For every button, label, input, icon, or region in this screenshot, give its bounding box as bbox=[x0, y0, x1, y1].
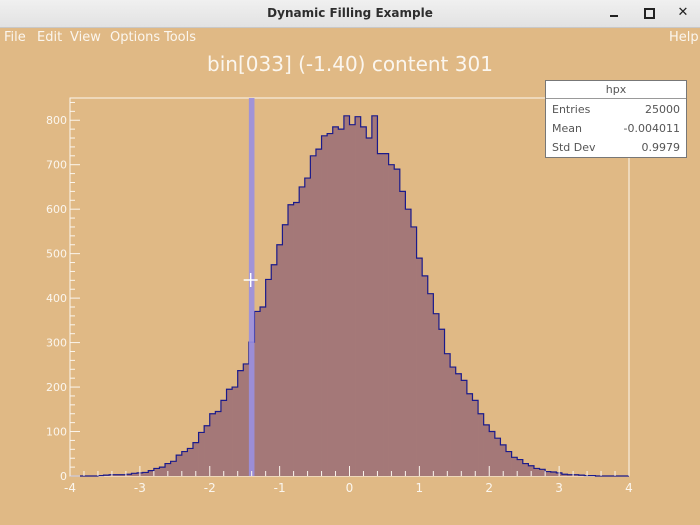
maximize-button[interactable] bbox=[640, 4, 658, 22]
stats-value: 0.9979 bbox=[641, 141, 681, 154]
stats-divider bbox=[546, 98, 686, 99]
close-icon: ✕ bbox=[677, 5, 689, 20]
minimize-icon bbox=[610, 15, 618, 17]
plot-title: bin[033] (-1.40) content 301 bbox=[207, 52, 493, 76]
stats-value: -0.004011 bbox=[623, 122, 680, 135]
close-button[interactable]: ✕ bbox=[674, 4, 692, 22]
stats-label: Mean bbox=[552, 122, 582, 135]
stats-name: hpx bbox=[605, 83, 627, 96]
stats-value: 25000 bbox=[645, 103, 680, 116]
menu-help[interactable]: Help bbox=[669, 30, 699, 45]
stats-box[interactable]: hpx Entries 25000 Mean -0.004011 Std Dev… bbox=[545, 80, 687, 158]
stats-label: Entries bbox=[552, 103, 591, 116]
menu-edit[interactable]: Edit bbox=[37, 30, 63, 45]
menu-tools[interactable]: Tools bbox=[164, 30, 197, 45]
menu-view[interactable]: View bbox=[70, 30, 101, 45]
menu-bar: File Edit View Options Tools Help bbox=[0, 28, 700, 49]
title-bar: Dynamic Filling Example ✕ bbox=[0, 0, 700, 28]
menu-options[interactable]: Options bbox=[110, 30, 161, 45]
minimize-button[interactable] bbox=[605, 4, 623, 22]
window-title: Dynamic Filling Example bbox=[267, 6, 433, 20]
menu-file[interactable]: File bbox=[4, 30, 26, 45]
maximize-icon bbox=[644, 8, 655, 19]
stats-label: Std Dev bbox=[552, 141, 596, 154]
